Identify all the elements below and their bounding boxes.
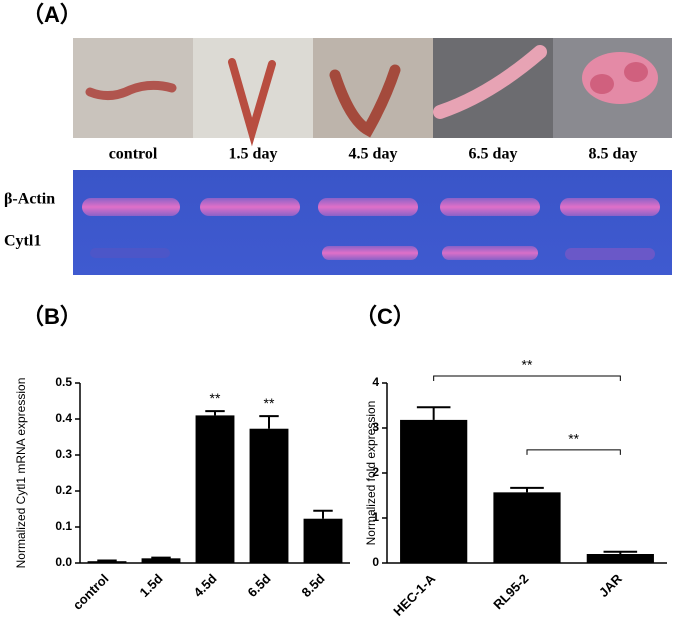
bar	[141, 558, 181, 563]
x-tick-label: HEC-1-A	[390, 571, 438, 619]
x-tick-label: 8.5d	[299, 571, 328, 600]
sample-label: 8.5 day	[589, 146, 638, 163]
comparison-bracket	[433, 375, 621, 381]
x-tick-label: 6.5d	[245, 571, 274, 600]
comparison-bracket	[526, 449, 621, 455]
sample-label: control	[109, 146, 158, 163]
y-tick-label: 0.2	[55, 483, 72, 497]
bar	[400, 419, 468, 563]
y-tick-label: 0.1	[55, 519, 72, 533]
band-label: β-Actin	[4, 191, 55, 208]
y-tick-label: 0.0	[55, 555, 72, 569]
x-tick-label: JAR	[596, 571, 625, 600]
panel-label: （A）	[22, 2, 82, 27]
x-tick-label: control	[70, 571, 112, 613]
y-tick-label: 0.3	[55, 447, 72, 461]
y-tick-label: 4	[372, 375, 379, 389]
bar	[493, 492, 561, 563]
bar	[249, 428, 289, 563]
y-tick-label: 0	[372, 555, 379, 569]
gel-bands	[82, 198, 660, 260]
x-tick-label: 4.5d	[191, 571, 220, 600]
significance: **	[210, 390, 221, 406]
bar	[87, 561, 127, 563]
panel-label: （C）	[355, 304, 415, 329]
y-tick-label: 1	[372, 510, 379, 524]
band-label: Cytl1	[4, 233, 41, 250]
bar	[586, 554, 654, 563]
sample-label: 1.5 day	[229, 146, 278, 163]
y-tick-label: 3	[372, 420, 379, 434]
sample-label: 4.5 day	[349, 146, 398, 163]
bar	[303, 518, 343, 563]
x-tick-label: 1.5d	[137, 571, 166, 600]
y-axis-label: Normalized fold expression	[364, 401, 378, 546]
photos	[73, 38, 672, 147]
y-tick-label: 0.5	[55, 375, 72, 389]
sample-label: 6.5 day	[469, 146, 518, 163]
y-tick-label: 0.4	[55, 411, 72, 425]
comparison-label: **	[522, 357, 533, 373]
y-axis-label: Normalized Cytl1 mRNA expression	[14, 378, 28, 569]
y-tick-label: 2	[372, 465, 379, 479]
x-tick-label: RL95-2	[490, 571, 531, 612]
bar	[195, 415, 235, 563]
comparison-label: **	[568, 431, 579, 447]
panel-label: （B）	[22, 304, 82, 329]
significance: **	[264, 395, 275, 411]
